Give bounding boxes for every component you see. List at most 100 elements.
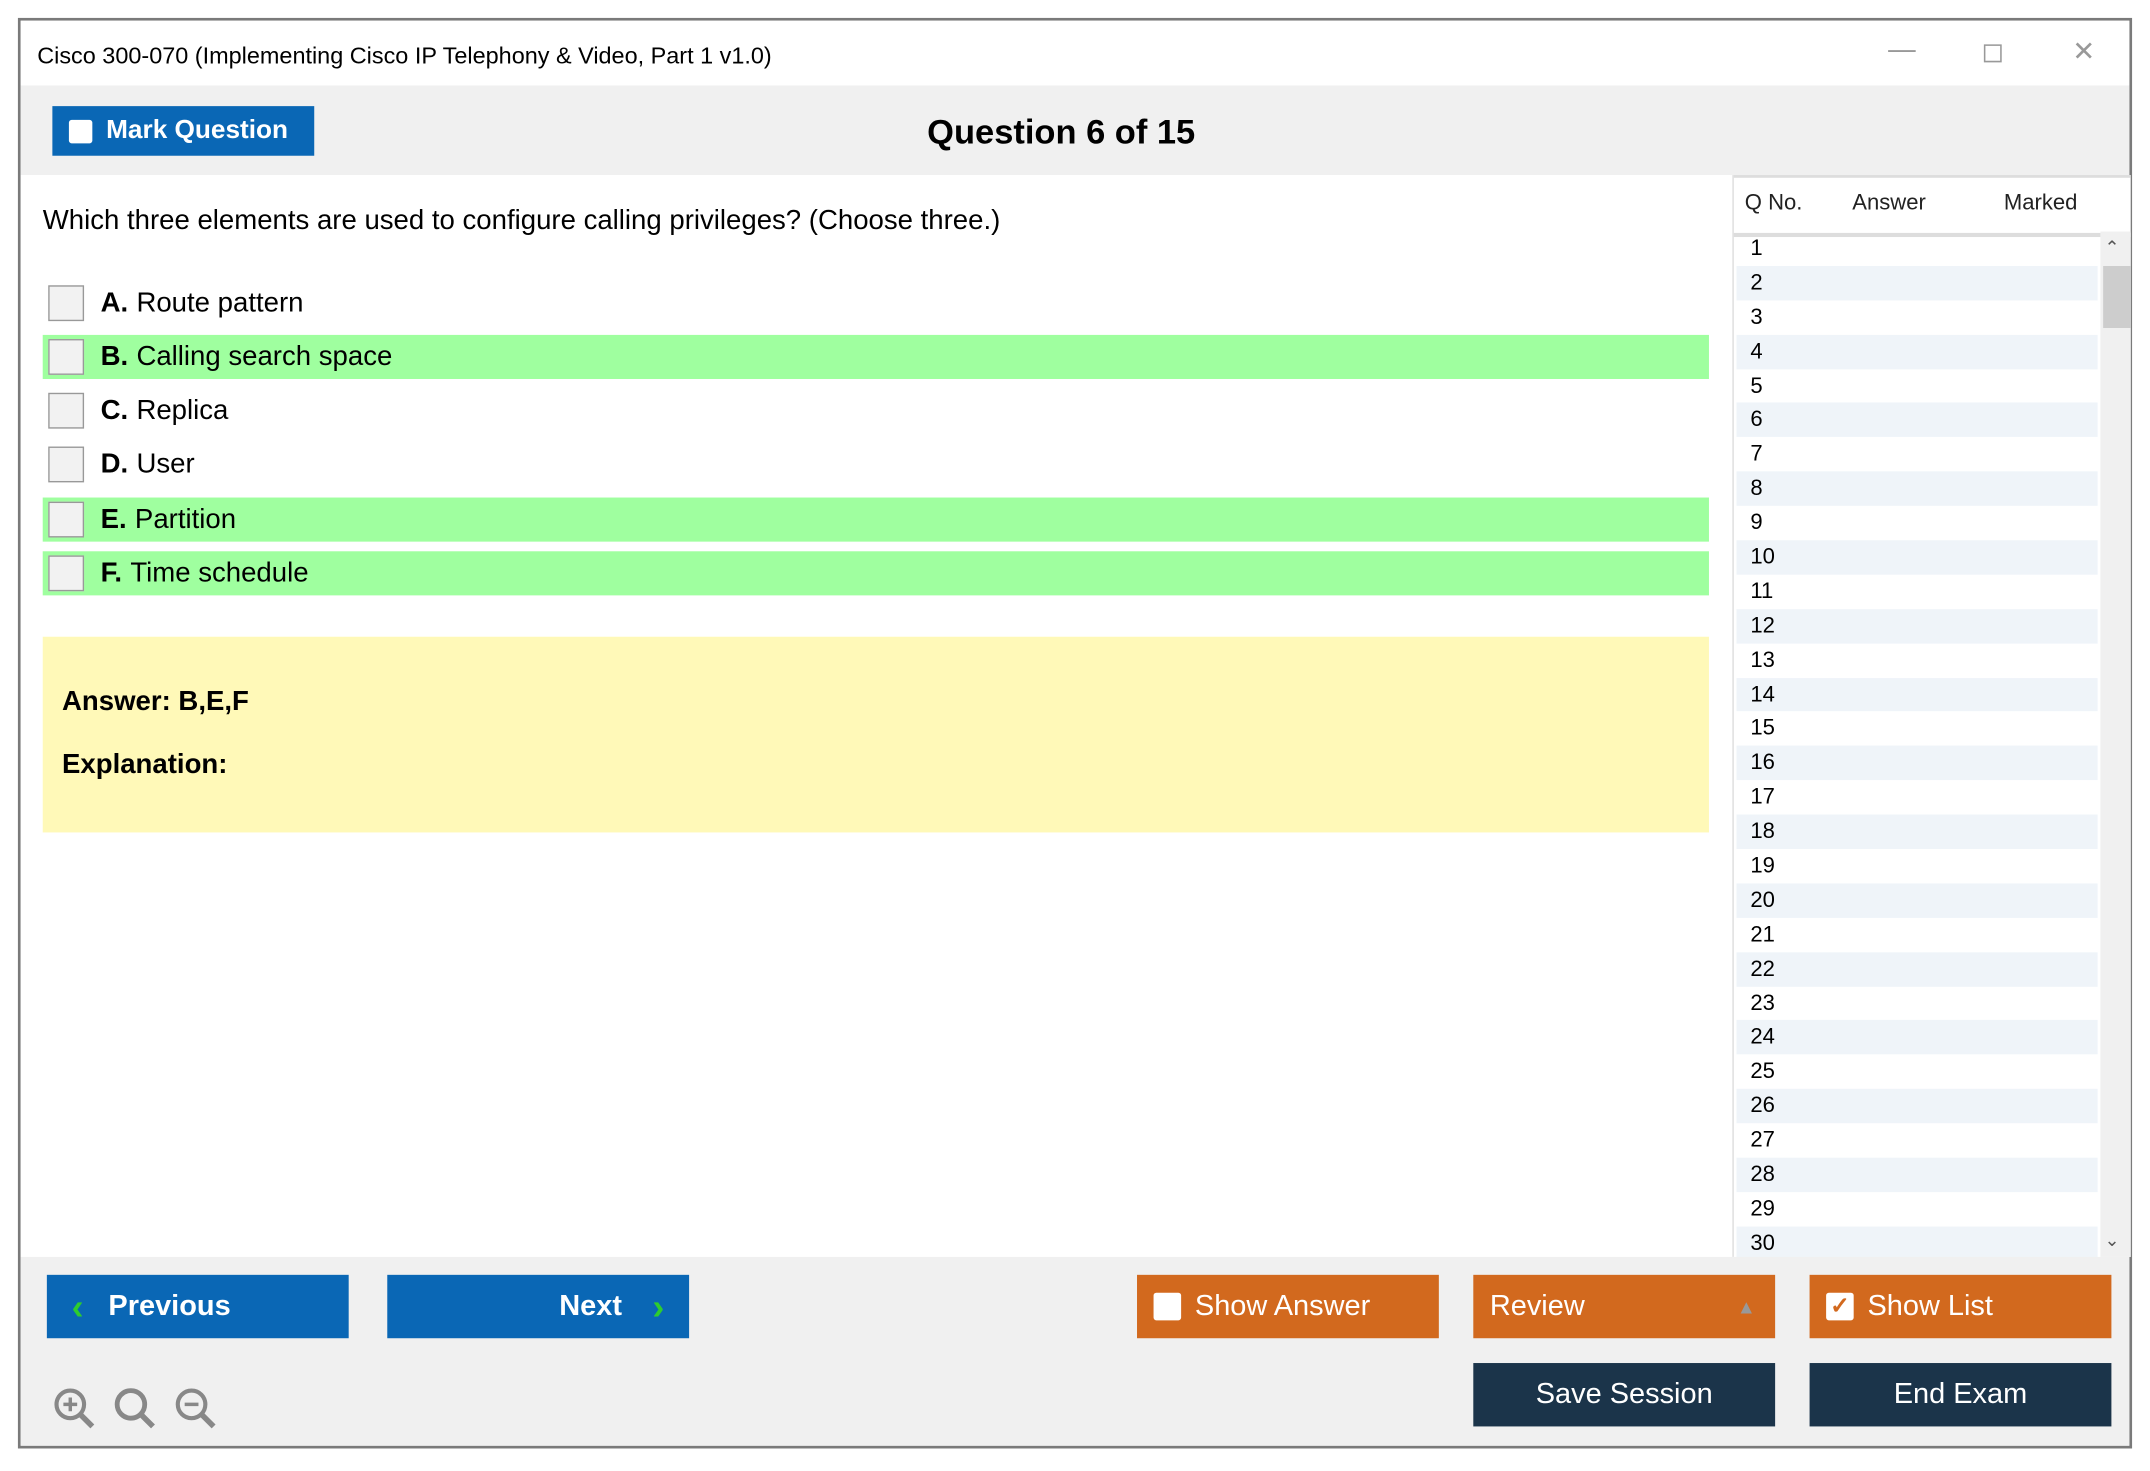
checkbox-icon <box>68 119 93 143</box>
save-session-label: Save Session <box>1535 1378 1713 1410</box>
list-row[interactable]: 15 <box>1750 717 1775 741</box>
zoom-in-icon[interactable] <box>51 1385 98 1432</box>
explanation-label: Explanation: <box>62 749 228 781</box>
answer-text: Answer: B,E,F <box>62 686 249 717</box>
option-text: Calling search space <box>136 341 393 372</box>
chevron-right-icon: › <box>652 1285 665 1327</box>
list-row[interactable]: 18 <box>1736 814 2098 850</box>
previous-button[interactable]: ‹ Previous <box>46 1274 349 1339</box>
list-row[interactable]: 26 <box>1736 1089 2098 1124</box>
list-row[interactable]: 5 <box>1750 374 1763 398</box>
list-row[interactable]: 24 <box>1736 1020 2098 1055</box>
option-checkbox[interactable] <box>48 392 85 429</box>
option-text: Partition <box>134 503 237 535</box>
list-row[interactable]: 21 <box>1750 923 1775 947</box>
list-row[interactable]: 16 <box>1736 746 2098 781</box>
option-f[interactable]: F. Time schedule <box>42 551 1709 596</box>
chevron-left-icon: ‹ <box>71 1285 84 1327</box>
list-row[interactable]: 30 <box>1736 1226 2098 1261</box>
question-panel: Which three elements are used to configu… <box>20 175 1730 1257</box>
option-checkbox[interactable] <box>48 339 85 375</box>
option-checkbox[interactable] <box>48 555 85 592</box>
list-row[interactable]: 20 <box>1736 883 2098 918</box>
review-label: Review <box>1489 1289 1585 1322</box>
window-title: Cisco 300-070 (Implementing Cisco IP Tel… <box>37 42 772 69</box>
option-letter: C. <box>100 394 129 426</box>
review-dropdown[interactable]: Review ▲ <box>1473 1274 1776 1339</box>
option-e[interactable]: E. Partition <box>42 497 1709 542</box>
list-row[interactable]: 19 <box>1750 854 1775 878</box>
option-letter: E. <box>100 503 127 535</box>
option-a[interactable]: A. Route pattern <box>43 281 1709 325</box>
option-d[interactable]: D. User <box>43 442 1709 486</box>
option-checkbox[interactable] <box>48 446 85 483</box>
list-row[interactable]: 27 <box>1750 1128 1775 1153</box>
show-answer-label: Show Answer <box>1194 1289 1371 1322</box>
checkbox-checked-icon: ✓ <box>1826 1292 1854 1321</box>
option-c[interactable]: C. Replica <box>43 389 1709 433</box>
show-answer-button[interactable]: Show Answer <box>1137 1274 1439 1339</box>
scroll-down-icon[interactable]: ⌄ <box>2104 1229 2120 1251</box>
list-row[interactable]: 1 <box>1750 237 1763 261</box>
option-text: User <box>136 448 195 479</box>
list-row[interactable]: 23 <box>1750 991 1775 1016</box>
list-row[interactable]: 9 <box>1750 511 1763 535</box>
col-marked[interactable]: Marked <box>2003 191 2078 215</box>
close-icon[interactable]: ✕ <box>2072 37 2096 68</box>
show-list-button[interactable]: ✓ Show List <box>1809 1274 2112 1339</box>
question-counter: Question 6 of 15 <box>927 113 1196 152</box>
option-checkbox[interactable] <box>48 285 85 322</box>
option-letter: D. <box>100 448 129 479</box>
list-row[interactable]: 3 <box>1750 305 1763 330</box>
option-b[interactable]: B. Calling search space <box>42 334 1709 380</box>
list-row[interactable]: 10 <box>1736 540 2098 575</box>
list-row[interactable]: 17 <box>1750 785 1775 810</box>
scrollbar[interactable]: ⌃ ⌄ <box>2100 231 2131 1257</box>
list-row[interactable]: 7 <box>1750 442 1763 467</box>
col-qno[interactable]: Q No. <box>1744 191 1803 215</box>
scroll-up-icon[interactable]: ⌃ <box>2104 237 2120 258</box>
option-text: Time schedule <box>130 557 309 588</box>
end-exam-button[interactable]: End Exam <box>1809 1363 2112 1427</box>
footer <box>20 1256 2130 1446</box>
checkbox-icon <box>1153 1292 1182 1321</box>
end-exam-label: End Exam <box>1893 1378 2028 1410</box>
list-row[interactable]: 6 <box>1736 403 2098 438</box>
list-row[interactable]: 22 <box>1736 951 2098 987</box>
zoom-out-icon[interactable] <box>172 1385 219 1432</box>
col-answer[interactable]: Answer <box>1852 191 1926 215</box>
save-session-button[interactable]: Save Session <box>1473 1363 1776 1427</box>
list-row[interactable]: 28 <box>1736 1157 2098 1193</box>
mark-question-button[interactable]: Mark Question <box>52 106 315 156</box>
list-row[interactable]: 11 <box>1750 580 1774 604</box>
title-bar: Cisco 300-070 (Implementing Cisco IP Tel… <box>20 20 2130 86</box>
list-row[interactable]: 14 <box>1736 677 2098 712</box>
option-text: Replica <box>136 394 229 426</box>
option-letter: F. <box>100 557 123 588</box>
question-text: Which three elements are used to configu… <box>42 205 1001 236</box>
list-row[interactable]: 8 <box>1736 471 2098 506</box>
minimize-icon[interactable]: — <box>1888 34 1916 65</box>
next-button[interactable]: Next › <box>387 1274 690 1339</box>
question-list: Q No. Answer Marked 1 2 3 4 5 6 7 8 9 10 11 12 13 14 1… <box>1732 175 2131 1261</box>
app-window: Cisco 300-070 (Implementing Cisco IP Tel… <box>17 17 2133 1449</box>
maximize-icon[interactable]: ◻ <box>1981 37 2005 68</box>
list-row[interactable]: 4 <box>1736 334 2098 369</box>
zoom-reset-icon[interactable] <box>112 1385 159 1432</box>
option-letter: B. <box>100 341 129 372</box>
option-text: Route pattern <box>136 287 304 318</box>
list-row[interactable]: 12 <box>1736 608 2098 644</box>
answer-box: Answer: B,E,F Explanation: <box>42 636 1709 833</box>
list-header: Q No. Answer Marked <box>1733 175 2131 238</box>
triangle-up-icon: ▲ <box>1736 1295 1756 1318</box>
list-row[interactable]: 2 <box>1736 265 2098 301</box>
option-checkbox[interactable] <box>48 501 85 538</box>
next-label: Next <box>559 1289 623 1322</box>
list-row[interactable]: 25 <box>1750 1060 1775 1084</box>
previous-label: Previous <box>108 1289 231 1322</box>
show-list-label: Show List <box>1867 1289 1993 1322</box>
list-row[interactable]: 29 <box>1750 1197 1775 1221</box>
option-letter: A. <box>100 287 129 318</box>
scrollbar-thumb[interactable] <box>2103 265 2131 329</box>
list-row[interactable]: 13 <box>1750 648 1775 673</box>
